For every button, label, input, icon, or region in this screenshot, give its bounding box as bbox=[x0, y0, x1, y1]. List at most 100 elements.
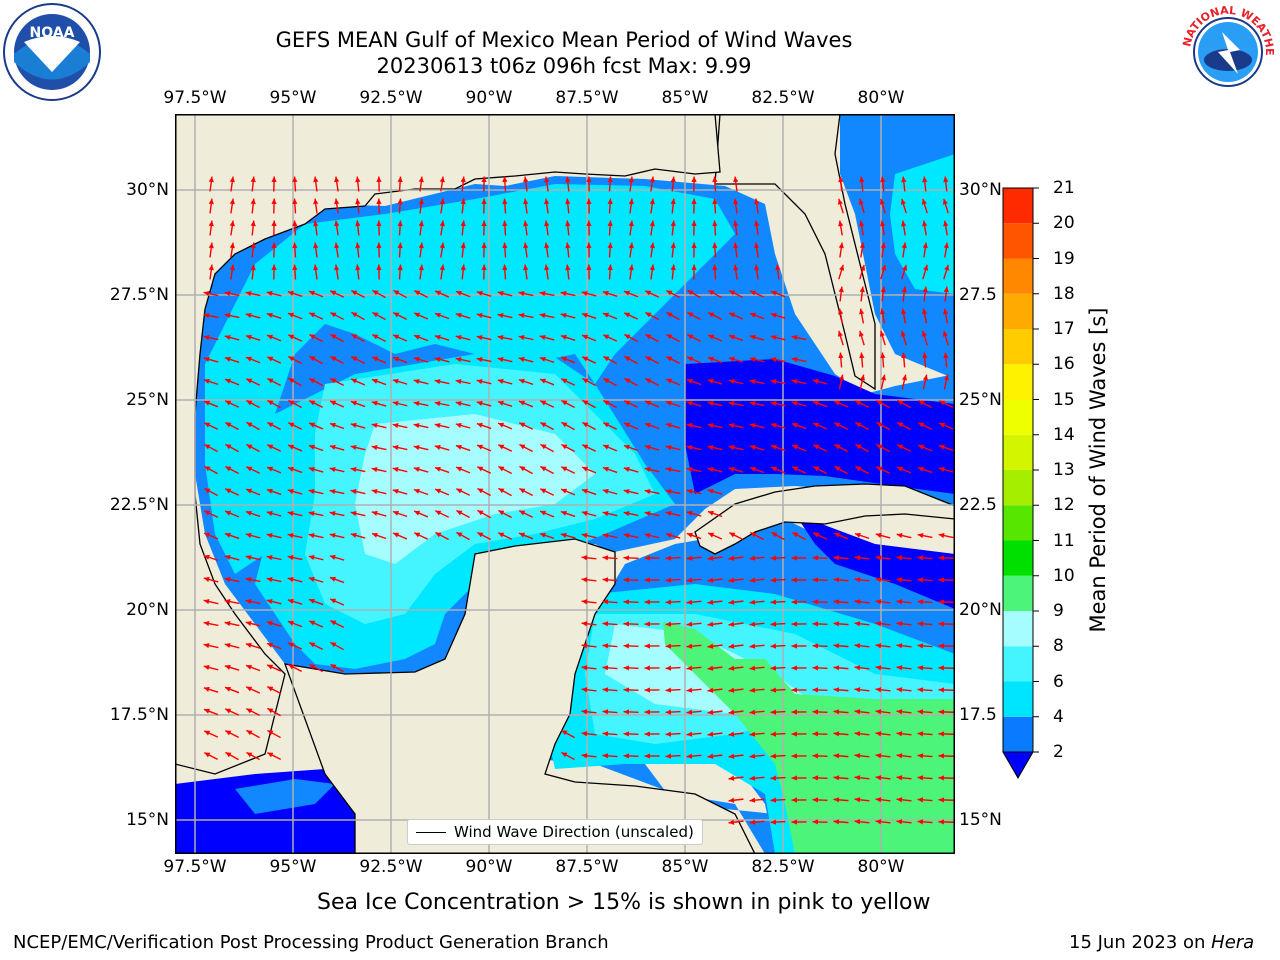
wind-arrow bbox=[875, 687, 891, 693]
wind-arrow bbox=[460, 198, 466, 214]
wind-arrow bbox=[859, 264, 866, 280]
wind-arrow bbox=[666, 333, 680, 343]
wind-arrow bbox=[859, 242, 865, 258]
wind-arrow bbox=[833, 687, 849, 693]
wind-arrow bbox=[560, 510, 576, 518]
wind-arrow bbox=[644, 709, 660, 715]
wind-arrow bbox=[250, 264, 256, 280]
wind-arrow bbox=[901, 308, 907, 324]
wind-arrow bbox=[355, 264, 361, 280]
wind-arrow bbox=[628, 198, 634, 214]
lon-label-bottom: 80°W bbox=[857, 857, 905, 877]
wind-arrow bbox=[350, 356, 366, 364]
wind-arrow bbox=[644, 489, 660, 495]
wind-arrow bbox=[460, 220, 466, 236]
wind-arrow bbox=[455, 400, 471, 407]
wind-arrow bbox=[208, 220, 214, 236]
wind-arrow bbox=[245, 466, 261, 474]
wind-arrow bbox=[665, 467, 681, 473]
wind-arrow bbox=[670, 220, 676, 236]
wind-arrow bbox=[665, 621, 681, 627]
wind-arrow bbox=[603, 399, 617, 409]
wind-arrow bbox=[922, 374, 929, 390]
wind-arrow bbox=[476, 400, 492, 407]
wind-arrow bbox=[876, 421, 890, 431]
wind-arrow bbox=[460, 176, 466, 192]
wind-arrow bbox=[712, 264, 718, 280]
wind-arrow bbox=[224, 621, 240, 627]
wind-arrow bbox=[602, 488, 618, 495]
wind-arrow bbox=[602, 290, 618, 297]
wind-arrow bbox=[355, 220, 361, 236]
wind-arrow bbox=[666, 289, 680, 299]
wind-arrow bbox=[649, 264, 655, 280]
wind-arrow bbox=[539, 532, 555, 540]
wind-arrow bbox=[943, 220, 949, 236]
wind-arrow bbox=[329, 489, 345, 495]
lon-label-bottom: 82.5°W bbox=[751, 857, 815, 877]
wind-arrow bbox=[481, 242, 487, 258]
wind-arrow bbox=[623, 511, 639, 517]
wind-arrow bbox=[749, 775, 765, 781]
wind-arrow bbox=[686, 422, 702, 429]
wind-arrow bbox=[644, 378, 660, 386]
colorbar-level-label: 16 bbox=[1053, 354, 1075, 375]
wind-arrow bbox=[329, 532, 345, 539]
wind-arrow bbox=[791, 797, 807, 803]
wind-arrow bbox=[833, 400, 849, 408]
wind-arrow bbox=[922, 286, 928, 302]
wind-arrow bbox=[224, 576, 240, 583]
wind-arrow bbox=[833, 599, 849, 605]
wind-arrow bbox=[644, 466, 660, 473]
wind-arrow bbox=[943, 374, 950, 390]
wind-arrow bbox=[539, 291, 555, 297]
wind-arrow bbox=[350, 467, 366, 473]
lat-label-right: 27.5 bbox=[959, 285, 997, 305]
wind-arrow bbox=[623, 753, 639, 759]
wind-arrow bbox=[204, 465, 218, 475]
wind-arrow bbox=[749, 753, 765, 759]
wind-arrow bbox=[749, 555, 765, 561]
wind-arrow bbox=[712, 176, 718, 192]
wind-arrow bbox=[439, 176, 445, 192]
wind-arrow bbox=[434, 312, 450, 320]
wind-arrow bbox=[602, 753, 618, 759]
colorbar-segment bbox=[1003, 505, 1033, 541]
wind-arrow bbox=[582, 377, 596, 387]
wind-arrow bbox=[770, 643, 786, 649]
lat-label-right: 15°N bbox=[959, 810, 1002, 830]
wind-arrow bbox=[770, 312, 786, 319]
wind-arrow bbox=[875, 819, 891, 825]
wind-arrow bbox=[313, 176, 319, 192]
wind-arrow bbox=[539, 378, 555, 386]
wind-arrow bbox=[224, 686, 240, 694]
wind-arrow bbox=[770, 466, 786, 474]
wind-arrow bbox=[791, 555, 807, 561]
wind-arrow bbox=[329, 511, 345, 517]
wind-arrow bbox=[686, 753, 702, 759]
wind-arrow bbox=[313, 242, 319, 258]
lon-label-bottom: 87.5°W bbox=[555, 857, 619, 877]
wind-arrow bbox=[497, 532, 513, 540]
wind-arrow bbox=[266, 620, 282, 627]
wind-arrow bbox=[266, 752, 282, 760]
wind-arrow bbox=[498, 509, 512, 519]
wind-arrow bbox=[854, 643, 870, 649]
colorbar-segment bbox=[1003, 364, 1033, 400]
lat-label-left: 20°N bbox=[126, 600, 169, 620]
wind-arrow bbox=[330, 311, 344, 321]
wind-arrow bbox=[665, 665, 681, 671]
wind-arrow bbox=[686, 400, 702, 407]
wind-arrow bbox=[858, 330, 865, 346]
wind-arrow bbox=[728, 423, 744, 429]
wind-arrow bbox=[728, 290, 744, 298]
wind-arrow bbox=[644, 511, 660, 517]
wind-arrow bbox=[602, 466, 618, 474]
wind-arrow bbox=[749, 709, 765, 715]
wind-arrow bbox=[880, 286, 886, 302]
wind-arrow bbox=[728, 621, 744, 627]
wind-arrow bbox=[623, 400, 639, 408]
wind-arrow bbox=[292, 220, 298, 236]
wind-arrow bbox=[875, 532, 891, 539]
wind-arrow bbox=[707, 577, 723, 583]
